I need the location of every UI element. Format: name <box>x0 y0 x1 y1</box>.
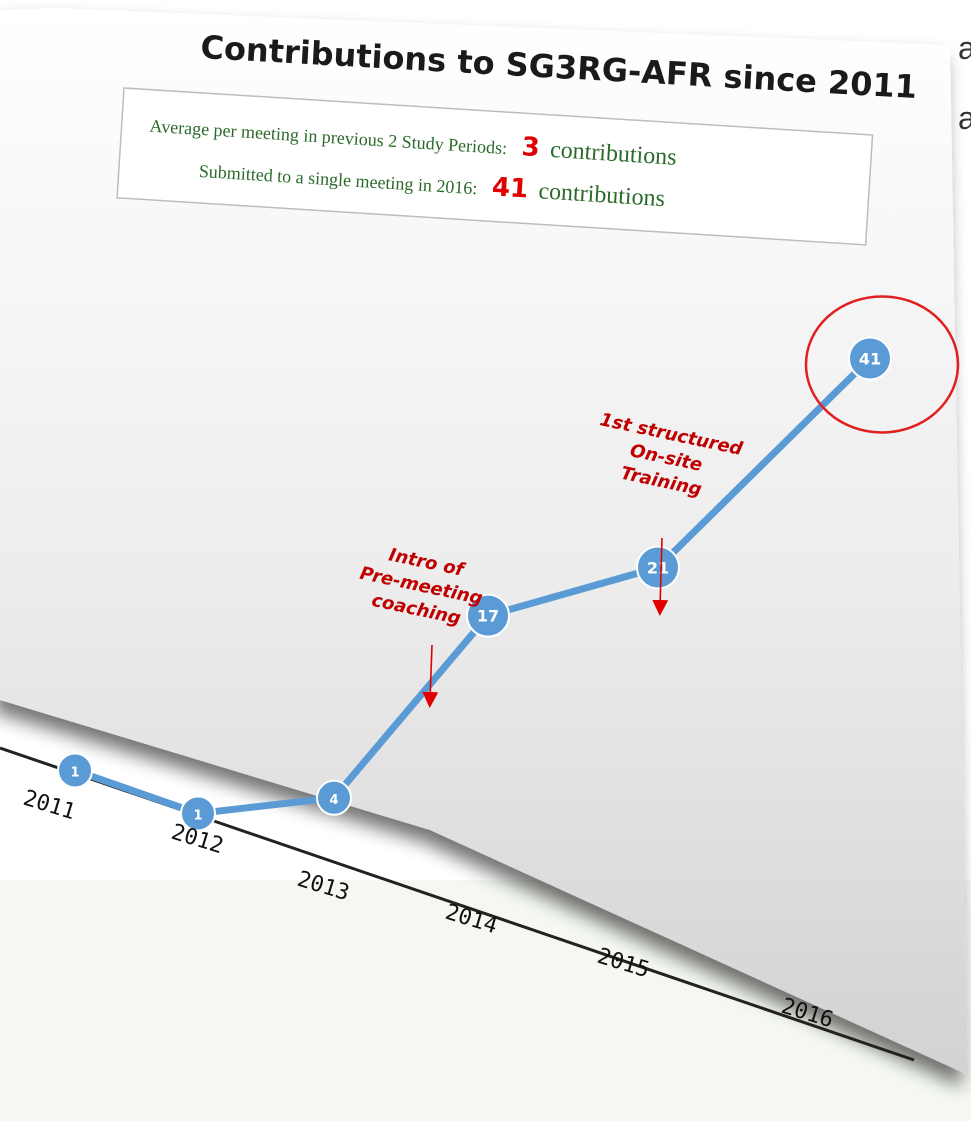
x-tick-label: 2014 <box>442 900 500 939</box>
data-point <box>57 752 93 789</box>
info-box: Average per meeting in previous 2 Study … <box>116 87 874 246</box>
data-label: 1 <box>193 808 202 823</box>
data-point <box>466 593 510 638</box>
text-fragment: a <box>958 100 971 136</box>
x-tick-label: 2011 <box>20 786 78 825</box>
data-label: 21 <box>647 558 669 577</box>
x-tick-label: 2012 <box>168 820 226 859</box>
data-label: 41 <box>859 349 881 368</box>
series-line <box>71 354 874 817</box>
data-label: 4 <box>329 793 338 808</box>
annotation-arrow <box>422 644 439 708</box>
data-point <box>848 336 892 381</box>
x-tick-label: 2013 <box>294 867 352 906</box>
info-line2-value: 41 <box>491 172 529 204</box>
x-tick-label: 2015 <box>594 944 652 983</box>
annotation-arrow <box>652 537 669 616</box>
data-point <box>636 545 680 590</box>
highlight-circle <box>804 295 960 434</box>
text-fragment: al <box>958 30 971 66</box>
data-label: 1 <box>70 765 79 780</box>
data-point <box>180 795 216 832</box>
chart-card <box>0 8 968 1075</box>
info-line1-value: 3 <box>521 132 541 163</box>
data-label: 17 <box>477 607 499 626</box>
data-point <box>316 779 352 816</box>
